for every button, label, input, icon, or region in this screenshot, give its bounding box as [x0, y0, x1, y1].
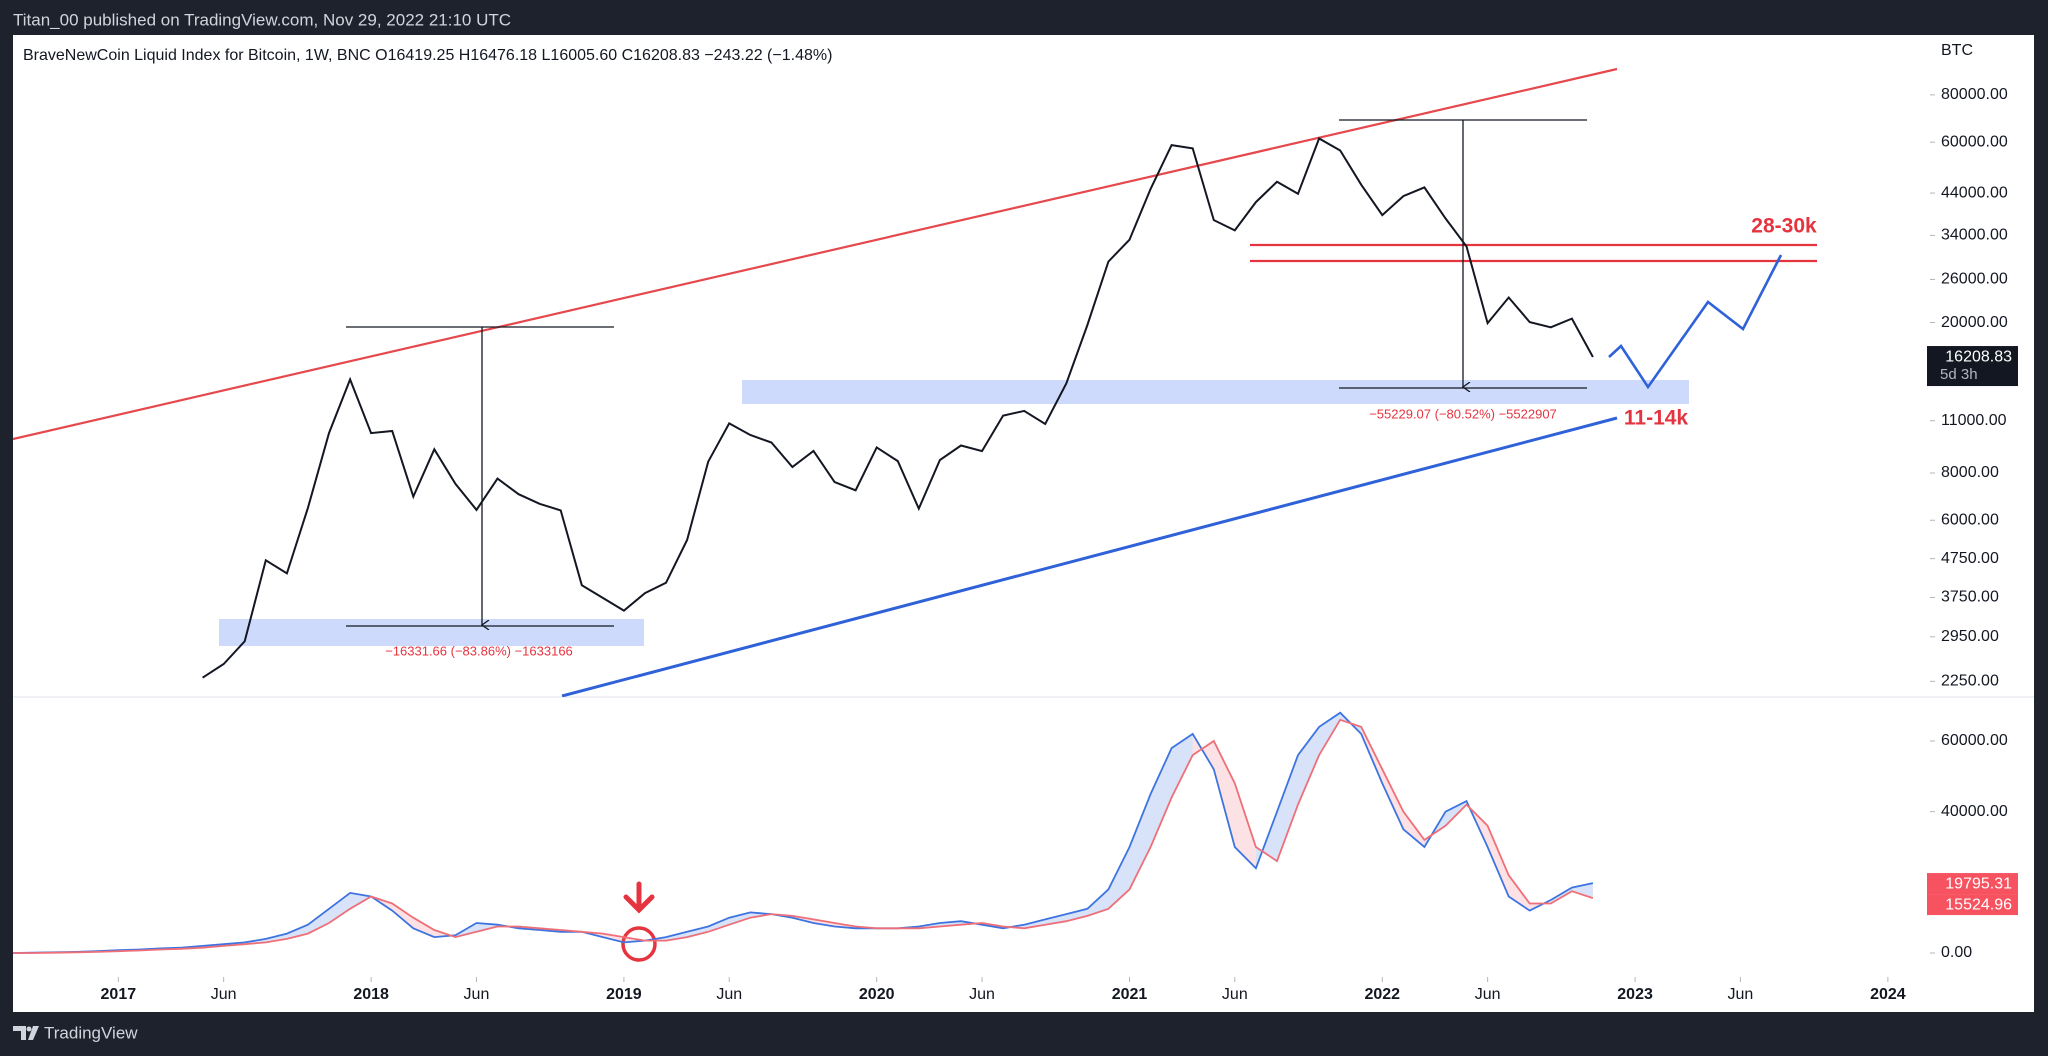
x-tick-label: Jun: [1222, 986, 1248, 1003]
y-tick-label: 60000.00: [1941, 133, 2008, 150]
last-value-label: 15524.96: [1945, 896, 2012, 913]
cloud-fill: [729, 912, 751, 925]
price-line: [202, 137, 1594, 679]
y-tick-label: 40000.00: [1941, 803, 2008, 820]
measure-label: −16331.66 (−83.86%) −1633166: [385, 643, 573, 658]
lower-trendline: [561, 416, 1618, 697]
plot: [202, 137, 1594, 679]
cloud-fill: [1508, 875, 1530, 911]
signal-arrow: [623, 881, 655, 914]
indicator-line: [13, 718, 1594, 954]
cloud-fill: [307, 908, 329, 934]
annotation: 28-30k: [1751, 215, 1817, 238]
cloud-fill: [708, 917, 730, 932]
y-tick-label: 20000.00: [1941, 314, 2008, 331]
x-tick-label: 2021: [1112, 986, 1148, 1003]
cloud-fill: [1129, 793, 1151, 890]
x-tick-label: Jun: [716, 986, 742, 1003]
y-unit: BTC: [1941, 42, 1973, 59]
plot: [13, 711, 1594, 954]
y-tick-label: 60000.00: [1941, 732, 2008, 749]
footer-bar: [0, 1012, 2048, 1056]
y-tick-label: 2950.00: [1941, 628, 1999, 645]
annotation: 11-14k: [1624, 407, 1689, 430]
y-tick-label: 80000.00: [1941, 86, 2008, 103]
cloud-fill: [1213, 740, 1235, 847]
cloud-fill: [328, 892, 351, 923]
y-tick-label: 0.00: [1941, 944, 1972, 961]
cloud-fill: [392, 903, 414, 929]
x-tick-label: Jun: [969, 986, 995, 1003]
measure-label: −55229.07 (−80.52%) −5522907: [1369, 406, 1557, 421]
y-tick-label: 11000.00: [1941, 412, 2007, 429]
cloud-fill: [1276, 755, 1299, 862]
cloud-fill: [1487, 825, 1509, 897]
published-line: Titan_00 published on TradingView.com, N…: [13, 10, 511, 29]
cloud-fill: [1234, 783, 1256, 869]
countdown: 5d 3h: [1940, 366, 1978, 383]
cloud-fill: [1150, 748, 1172, 847]
x-tick-label: Jun: [1475, 986, 1501, 1003]
x-tick-label: Jun: [1728, 986, 1754, 1003]
y-tick-label: 34000.00: [1941, 227, 2008, 244]
price-box: [1927, 346, 2018, 387]
y-tick-label: 2250.00: [1941, 673, 1999, 690]
last-value-box: [1927, 894, 2018, 916]
brand-logo: [13, 1026, 39, 1040]
chart-title: BraveNewCoin Liquid Index for Bitcoin, 1…: [23, 47, 832, 64]
last-value-box: [1927, 873, 2018, 895]
x-tick-label: 2017: [101, 986, 137, 1003]
cloud-fill: [1066, 908, 1088, 922]
cloud-fill: [1087, 889, 1109, 916]
price-label: 16208.83: [1945, 348, 2012, 365]
y-tick-label: 8000.00: [1941, 464, 1999, 481]
y-tick-label: 26000.00: [1941, 271, 2008, 288]
cloud-fill: [1403, 811, 1425, 847]
chart-panel: [13, 35, 2034, 1012]
signal-circle: [621, 926, 657, 962]
y-tick-label: 44000.00: [1941, 184, 2008, 201]
cloud-fill: [1045, 914, 1067, 925]
last-value-label: 19795.31: [1945, 875, 2012, 892]
x-tick-label: 2019: [606, 986, 642, 1003]
cloud-fill: [687, 926, 709, 938]
brand-name: TradingView: [44, 1023, 138, 1042]
cloud-fill: [286, 924, 308, 939]
cloud-fill: [1298, 726, 1320, 805]
y-tick-label: 6000.00: [1941, 511, 1999, 528]
indicator-line: [13, 711, 1594, 954]
x-tick-label: 2023: [1617, 986, 1653, 1003]
x-tick-label: 2024: [1870, 986, 1906, 1003]
x-tick-label: 2018: [353, 986, 389, 1003]
support-zone: [742, 380, 1689, 404]
support-zone: [219, 619, 644, 646]
x-tick-label: Jun: [464, 986, 490, 1003]
cloud-fill: [1171, 733, 1193, 798]
x-tick-label: 2020: [859, 986, 895, 1003]
cloud-fill: [413, 917, 435, 938]
x-tick-label: 2022: [1364, 986, 1400, 1003]
drawings: [13, 67, 1817, 697]
y-tick-label: 3750.00: [1941, 589, 1999, 606]
projection-path: [1608, 254, 1783, 390]
y-tick-label: 4750.00: [1941, 550, 1999, 567]
upper-trendline: [13, 67, 1618, 441]
cloud-fill: [1382, 769, 1404, 830]
x-tick-label: Jun: [211, 986, 237, 1003]
